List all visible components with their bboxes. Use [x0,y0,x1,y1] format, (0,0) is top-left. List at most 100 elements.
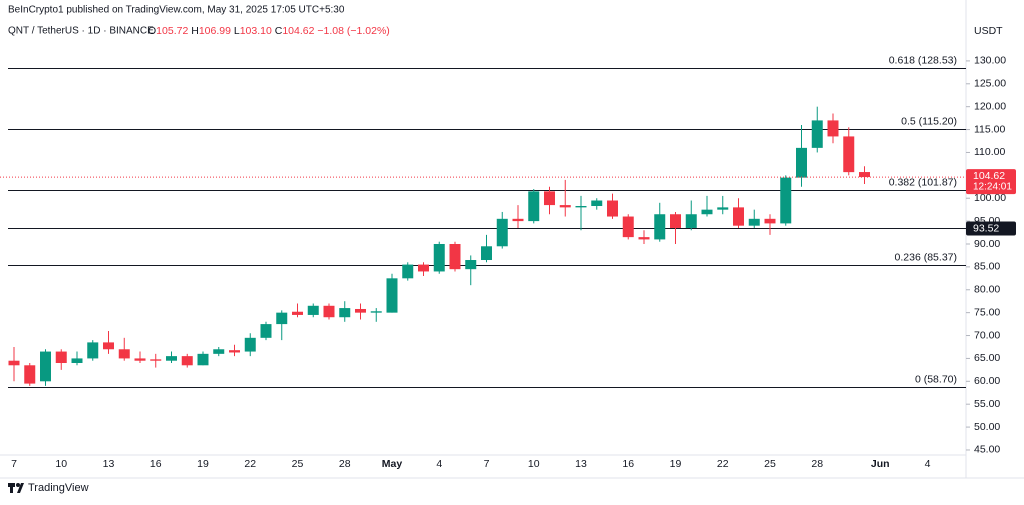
candle-body [796,147,807,178]
y-tick-label: 115.00 [974,123,1005,135]
x-tick-label: 4 [925,458,931,470]
candle-body [528,191,540,222]
candle-body [638,237,650,240]
candle-body [859,172,870,178]
candle-body [292,311,303,315]
candle-body [685,214,697,228]
candle-body [465,260,477,270]
candle-body [276,312,288,325]
candle-body [244,337,256,352]
y-tick-label: 65.00 [974,352,1000,364]
y-tick-label: 100.00 [974,192,1006,204]
candle-body [213,349,225,354]
candle-body [670,214,681,228]
x-tick-label: 7 [11,458,17,470]
candle-body [575,206,587,208]
x-tick-label: 19 [670,458,682,470]
marked-tag-label: 93.52 [973,222,999,234]
level-label: 0.236 (85.37) [895,251,957,263]
candle-body [166,356,177,361]
candle-body [496,218,508,247]
candle-body [701,209,713,215]
candle-body [559,205,571,208]
x-tick-label: 22 [244,458,256,470]
y-tick-label: 85.00 [974,261,1000,273]
candle-body [118,349,130,359]
ohlc-prefix: H [191,25,199,37]
x-tick-label: 19 [197,458,209,470]
candle-body [654,214,666,240]
candle-body [55,351,67,363]
axis-unit: USDT [974,25,1003,37]
x-tick-label: Jun [871,458,890,470]
level-label: 0.382 (101.87) [889,176,957,188]
candle-body [181,356,193,366]
candle-body [307,305,319,315]
y-tick-label: 60.00 [974,375,1000,387]
candle-body [449,243,461,270]
last-price-tag [966,169,1016,195]
level-label: 0.618 (128.53) [889,54,957,66]
ohlc-prefix: C [275,25,283,37]
ohlc-values: O105.72 H106.99 L103.10 C104.62 −1.08 (−… [148,25,390,37]
candle-body [71,358,83,363]
y-tick-label: 75.00 [974,306,1000,318]
ohlc-prefix: L [234,25,240,37]
y-tick-label: 120.00 [974,100,1006,112]
y-tick-label: 125.00 [974,78,1006,90]
candle-body [386,278,398,313]
y-tick-label: 130.00 [974,55,1006,67]
x-tick-label: 22 [717,458,729,470]
x-tick-label: 13 [103,458,115,470]
x-tick-label: 25 [764,458,776,470]
candle-body [764,218,776,224]
candle-body [481,246,492,261]
y-tick-label: 110.00 [974,146,1005,158]
x-tick-label: May [382,458,403,470]
candle-body [103,342,114,350]
x-tick-label: 16 [622,458,634,470]
level-label: 0 (58.70) [915,373,957,385]
candle-body [591,200,603,207]
ohlc-prefix: O [148,25,156,37]
candle-body [402,264,414,279]
candle-body [544,191,555,206]
candle-body [622,216,634,238]
y-tick-label: 45.00 [974,444,1000,456]
candle-body [827,120,839,137]
ohlc-value: 103.10 [240,25,272,37]
symbol: QNT / TetherUS · 1D · BINANCE [8,26,154,37]
published-note: BeInCrypto1 published on TradingView.com… [8,5,345,16]
x-tick-label: 13 [575,458,587,470]
x-tick-label: 28 [811,458,823,470]
candle-body [197,353,209,366]
x-tick-label: 25 [292,458,304,470]
candle-body [418,264,429,272]
candle-body [229,350,240,353]
candle-body [150,359,162,361]
last-price-label: 104.62 [973,170,1005,182]
candle-body [40,351,51,382]
ohlc-value: 104.62 [282,25,314,37]
x-tick-label: 16 [150,458,162,470]
candle-body [370,311,382,313]
candle-body [8,360,20,366]
x-tick-label: 10 [528,458,540,470]
ohlc-value: 105.72 [156,25,188,37]
candle-body [811,120,823,148]
y-tick-label: 90.00 [974,238,1000,250]
candle-body [512,218,524,222]
x-tick-label: 7 [484,458,490,470]
candle-body [24,365,36,384]
candle-body [843,136,855,173]
candle-body [607,200,618,217]
y-tick-label: 80.00 [974,284,1000,296]
x-tick-label: 4 [436,458,442,470]
candle-body [433,243,445,272]
marked-tag [966,221,1016,236]
candle-body [260,324,272,338]
candle-body [134,358,146,361]
